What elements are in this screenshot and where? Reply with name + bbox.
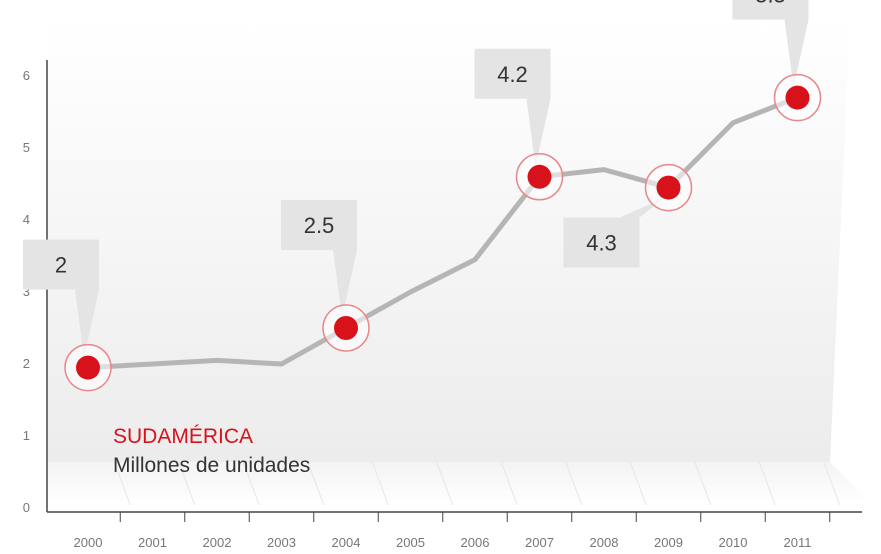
callout-label: 2 <box>55 253 67 278</box>
floor-line <box>178 461 196 506</box>
marker-dot <box>785 85 810 110</box>
callout-label: 5.5 <box>755 0 786 8</box>
floor-line <box>823 461 841 506</box>
callouts: 2 2.5 4.2 4.3 5.5 <box>23 0 809 358</box>
data-point-marker <box>773 73 822 122</box>
floor-line <box>436 461 454 506</box>
marker-dot <box>334 316 358 340</box>
marker-dot <box>527 164 552 189</box>
x-tick-label: 2008 <box>590 535 619 550</box>
callout-tail <box>526 98 551 167</box>
callout-box <box>563 217 640 268</box>
callout-label: 4.2 <box>497 62 528 87</box>
callout-label: 4.3 <box>586 231 617 256</box>
floor <box>48 462 872 505</box>
data-point-marker <box>515 153 564 201</box>
x-tick-label: 2000 <box>74 535 103 550</box>
chart-background <box>48 20 872 506</box>
floor-line <box>629 461 647 506</box>
y-tick-label: 5 <box>23 140 30 155</box>
x-tick-label: 2004 <box>332 535 361 550</box>
callout-tail <box>784 19 809 88</box>
x-tick-label: 2011 <box>784 535 812 550</box>
back-wall <box>48 20 850 462</box>
y-tick-label: 6 <box>23 68 30 83</box>
floor-line <box>371 461 389 506</box>
data-point-marker <box>322 304 370 352</box>
callout: 5.5 <box>732 0 809 88</box>
data-point-marker <box>64 343 112 392</box>
callout: 4.3 <box>563 197 665 268</box>
x-axis: 2000 2001 2002 2003 2004 2005 2006 2007 2008 2009… <box>47 511 862 550</box>
x-tick-labels: 2000 2001 2002 2003 2004 2005 2006 2007 2008 2009… <box>74 512 831 550</box>
callout-box <box>23 239 99 290</box>
callout-tail <box>333 250 357 318</box>
callout-box <box>281 200 357 250</box>
y-tick-labels: 0 1 2 3 4 5 6 <box>23 68 30 515</box>
x-tick-label: 2003 <box>267 535 296 550</box>
y-tick-label: 3 <box>23 284 30 299</box>
highlight-markers <box>64 73 822 392</box>
callout-label: 2.5 <box>304 213 335 238</box>
legend-subtitle: Millones de unidades <box>113 454 310 477</box>
floor-line <box>307 461 325 506</box>
marker-dot <box>76 355 100 380</box>
y-tick-label: 0 <box>23 500 30 515</box>
floor-line <box>242 461 260 506</box>
floor-line <box>500 461 518 506</box>
x-tick-label: 2007 <box>525 535 554 550</box>
floor-line <box>694 461 712 506</box>
x-tick-label: 2006 <box>461 535 490 550</box>
callout: 2.5 <box>281 200 357 318</box>
x-tick-label: 2001 <box>138 535 167 550</box>
legend-title: SUDAMÉRICA <box>113 425 253 448</box>
marker-dot <box>656 175 681 200</box>
legend: SUDAMÉRICA Millones de unidades <box>113 425 310 477</box>
x-tick-label: 2010 <box>719 535 748 550</box>
x-tick-label: 2005 <box>396 535 425 550</box>
floor-line <box>565 461 583 506</box>
x-tick-label: 2009 <box>654 535 683 550</box>
floor-line <box>758 461 776 506</box>
callout-box <box>732 0 809 20</box>
floor-line <box>113 461 131 506</box>
callout: 2 <box>23 239 99 358</box>
x-tick-label: 2002 <box>203 535 232 550</box>
y-tick-label: 2 <box>23 356 30 371</box>
y-tick-label: 1 <box>23 428 30 443</box>
floor-perspective-lines <box>113 461 841 506</box>
data-point-marker <box>644 163 693 212</box>
callout-tail <box>75 289 99 358</box>
callout: 4.2 <box>474 48 551 167</box>
y-tick-label: 4 <box>23 212 30 227</box>
callout-box <box>474 48 551 99</box>
